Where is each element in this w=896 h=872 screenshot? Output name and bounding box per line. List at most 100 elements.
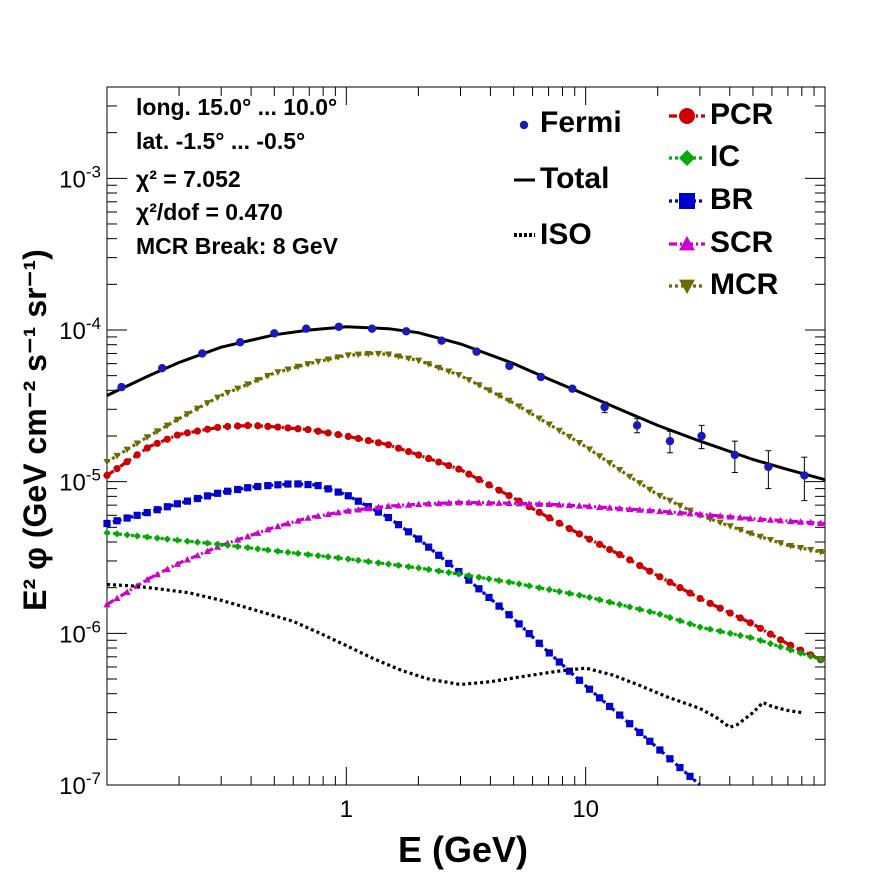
marker-mcr <box>415 357 423 365</box>
fermi-point <box>437 336 446 345</box>
marker-scr <box>666 508 674 515</box>
marker-scr <box>244 532 252 540</box>
marker-pcr <box>354 434 362 443</box>
marker-ic <box>254 545 262 553</box>
marker-scr <box>123 588 131 595</box>
marker-scr <box>264 525 272 533</box>
marker-mcr <box>334 354 342 361</box>
marker-scr <box>183 556 192 563</box>
marker-scr <box>535 500 543 507</box>
marker-ic <box>686 620 694 628</box>
marker-scr <box>203 547 212 555</box>
marker-ic <box>716 627 724 635</box>
marker-mcr <box>344 352 352 359</box>
y-tick-label-base: 10 <box>59 318 86 345</box>
marker-ic <box>535 584 543 592</box>
marker-ic <box>324 553 332 561</box>
legend-marker-br <box>679 193 695 209</box>
marker-br <box>113 517 121 525</box>
marker-pcr <box>254 422 262 430</box>
marker-ic <box>666 613 674 622</box>
marker-mcr <box>666 497 674 505</box>
marker-mcr <box>264 372 272 380</box>
marker-br <box>465 576 473 584</box>
y-axis-title: E² φ (GeV cm⁻² s⁻¹ sr⁻¹) <box>17 249 53 611</box>
y-tick-label: 10-6 <box>59 617 101 648</box>
legend-label-pcr: PCR <box>710 98 774 131</box>
marker-scr <box>656 507 664 515</box>
marker-scr <box>294 517 302 524</box>
series-pcr <box>103 421 826 664</box>
marker-br <box>435 551 443 559</box>
marker-scr <box>626 505 634 513</box>
marker-mcr <box>606 460 614 467</box>
marker-ic <box>766 639 775 648</box>
fermi-point <box>302 324 311 333</box>
marker-br <box>384 513 393 522</box>
series-line-mcr <box>106 351 826 555</box>
marker-scr <box>425 500 433 507</box>
marker-mcr <box>173 416 181 424</box>
marker-pcr <box>656 573 664 581</box>
fermi-point <box>472 347 481 356</box>
marker-br <box>606 702 614 711</box>
axis-ticks <box>106 86 825 786</box>
marker-pcr <box>766 630 775 638</box>
fermi-point <box>117 382 126 392</box>
fermi-point <box>367 324 377 333</box>
marker-pcr <box>646 567 654 575</box>
marker-scr <box>746 514 754 522</box>
marker-pcr <box>626 556 634 564</box>
marker-pcr <box>786 641 795 649</box>
marker-br <box>203 492 212 500</box>
marker-ic <box>153 534 161 542</box>
marker-pcr <box>344 432 352 440</box>
marker-scr <box>254 529 262 536</box>
marker-pcr <box>244 421 252 430</box>
marker-br <box>394 521 403 529</box>
marker-pcr <box>455 465 463 473</box>
marker-scr <box>495 499 503 506</box>
marker-ic <box>133 532 141 540</box>
legend-label-ic: IC <box>710 140 740 173</box>
marker-br <box>173 500 181 508</box>
marker-mcr <box>133 440 141 447</box>
marker-mcr <box>374 350 383 358</box>
marker-mcr <box>224 389 232 397</box>
marker-scr <box>756 515 764 523</box>
marker-pcr <box>415 451 423 459</box>
marker-br <box>234 485 242 494</box>
marker-ic <box>183 537 192 545</box>
marker-br <box>334 488 342 496</box>
marker-ic <box>465 572 473 580</box>
marker-mcr <box>746 530 754 537</box>
fermi-point <box>800 471 809 480</box>
fermi-point <box>697 431 706 441</box>
marker-ic <box>244 544 252 552</box>
series-iso <box>106 582 803 730</box>
marker-br <box>475 585 483 593</box>
marker-pcr <box>575 530 584 538</box>
marker-ic <box>585 593 594 601</box>
marker-ic <box>334 554 342 562</box>
marker-mcr <box>515 403 523 410</box>
marker-scr <box>716 512 724 519</box>
y-tick-label-exponent: -6 <box>86 617 101 636</box>
marker-pcr <box>384 441 393 449</box>
marker-scr <box>384 502 393 509</box>
marker-br <box>445 559 453 568</box>
marker-ic <box>475 573 483 581</box>
marker-ic <box>364 557 372 566</box>
marker-mcr <box>364 350 372 358</box>
annotation-longitude: long. 15.0° ... 10.0° <box>136 94 338 120</box>
marker-pcr <box>133 451 141 459</box>
marker-scr <box>575 502 584 509</box>
marker-scr <box>786 517 795 525</box>
marker-br <box>485 593 493 602</box>
marker-pcr <box>224 422 232 431</box>
marker-pcr <box>465 470 473 478</box>
marker-ic <box>445 568 453 577</box>
marker-ic <box>746 633 754 642</box>
marker-mcr <box>203 400 212 407</box>
